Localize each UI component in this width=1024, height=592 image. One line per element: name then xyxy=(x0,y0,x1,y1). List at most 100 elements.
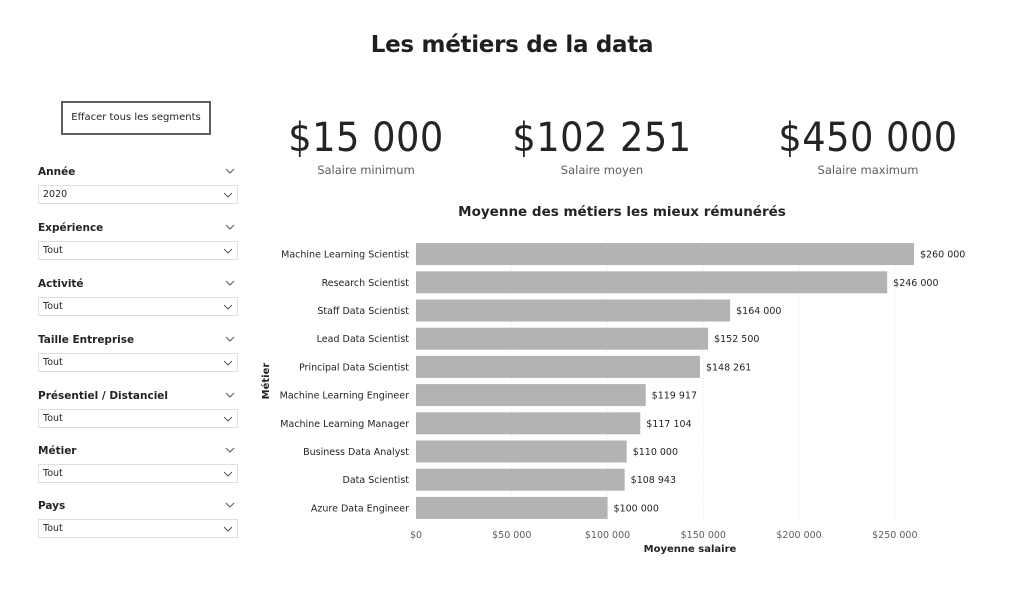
page-title: Les métiers de la data xyxy=(370,32,654,58)
category-label: Principal Data Scientist xyxy=(299,362,409,373)
category-label: Staff Data Scientist xyxy=(317,306,409,317)
chart-title: Moyenne des métiers les mieux rémunérés xyxy=(458,204,786,220)
slicer-label: Année xyxy=(38,166,76,178)
chevron-down-icon xyxy=(223,248,233,254)
bar xyxy=(416,496,608,519)
chevron-down-icon xyxy=(223,360,233,366)
x-axis-title: Moyenne salaire xyxy=(644,544,737,555)
category-label: Machine Learning Scientist xyxy=(281,250,409,261)
slicer-label: Présentiel / Distanciel xyxy=(38,390,169,402)
slicer-header[interactable]: Activité xyxy=(38,276,238,292)
bar xyxy=(416,355,700,378)
slicer-header[interactable]: Pays xyxy=(38,498,238,514)
bar xyxy=(416,412,641,435)
category-label: Lead Data Scientist xyxy=(317,334,410,345)
category-label: Machine Learning Engineer xyxy=(280,391,409,402)
data-label: $108 943 xyxy=(631,475,676,486)
chevron-down-icon xyxy=(225,168,235,174)
kpi-value: $15 000 xyxy=(288,115,444,161)
chevron-down-icon xyxy=(225,224,235,230)
bar xyxy=(416,243,914,266)
y-axis-title: Métier xyxy=(260,363,272,400)
bar xyxy=(416,468,625,491)
slicer: Présentiel / Distanciel Tout xyxy=(38,388,238,428)
chevron-down-icon xyxy=(225,336,235,342)
slicer-label: Taille Entreprise xyxy=(38,334,135,346)
kpi-label: Salaire minimum xyxy=(317,163,415,177)
slicer: Activité Tout xyxy=(38,276,238,316)
slicer-label: Métier xyxy=(38,445,77,457)
data-label: $110 000 xyxy=(633,447,678,458)
chevron-down-icon xyxy=(225,392,235,398)
kpi-label: Salaire maximum xyxy=(817,163,919,177)
bar xyxy=(416,440,627,463)
kpi-value: $450 000 xyxy=(778,115,958,161)
slicer-header[interactable]: Taille Entreprise xyxy=(38,332,238,348)
category-label: Research Scientist xyxy=(322,278,410,289)
category-label: Business Data Analyst xyxy=(303,447,409,458)
slicer-value: 2020 xyxy=(43,189,68,200)
chevron-down-icon xyxy=(225,280,235,286)
bar xyxy=(416,271,888,294)
data-label: $246 000 xyxy=(893,278,938,289)
slicer: Taille Entreprise Tout xyxy=(38,332,238,372)
slicer-value: Tout xyxy=(43,413,63,424)
slicer-dropdown[interactable]: Tout xyxy=(38,409,238,428)
x-tick-label: $0 xyxy=(410,530,422,541)
data-label: $164 000 xyxy=(736,306,781,317)
kpi-value: $102 251 xyxy=(512,115,692,161)
chevron-down-icon xyxy=(223,416,233,422)
bar-chart: $0 $50 000 $100 000 $150 000 $200 000 $250 00… xyxy=(260,240,965,555)
category-label: Azure Data Engineer xyxy=(311,503,409,514)
slicer-value: Tout xyxy=(43,245,63,256)
bar xyxy=(416,384,646,407)
category-label: Data Scientist xyxy=(343,475,410,486)
slicer: Année 2020 xyxy=(38,164,238,204)
data-label: $260 000 xyxy=(920,250,965,261)
chevron-down-icon xyxy=(223,526,233,532)
data-label: $148 261 xyxy=(706,362,751,373)
chevron-down-icon xyxy=(225,447,235,453)
slicer-value: Tout xyxy=(43,468,63,479)
x-tick-label: $150 000 xyxy=(681,530,726,541)
kpi-max-salary: $450 000 Salaire maximum xyxy=(748,114,988,177)
slicer-dropdown[interactable]: Tout xyxy=(38,297,238,316)
data-label: $119 917 xyxy=(652,391,697,402)
slicer-value: Tout xyxy=(43,357,63,368)
slicer-header[interactable]: Année xyxy=(38,164,238,180)
chevron-down-icon xyxy=(223,471,233,477)
x-tick-label: $100 000 xyxy=(585,530,630,541)
kpi-avg-salary: $102 251 Salaire moyen xyxy=(482,114,722,177)
slicer-dropdown[interactable]: Tout xyxy=(38,519,238,538)
x-tick-label: $250 000 xyxy=(872,530,917,541)
slicer-header[interactable]: Expérience xyxy=(38,220,238,236)
slicer-dropdown[interactable]: Tout xyxy=(38,241,238,260)
clear-all-slicers-button[interactable]: Effacer tous les segments xyxy=(61,101,211,135)
category-label: Machine Learning Manager xyxy=(280,419,409,430)
data-label: $152 500 xyxy=(714,334,759,345)
slicer-value: Tout xyxy=(43,301,63,312)
bar xyxy=(416,327,709,350)
slicer-label: Pays xyxy=(38,500,66,512)
slicer-header[interactable]: Présentiel / Distanciel xyxy=(38,388,238,404)
chevron-down-icon xyxy=(223,192,233,198)
data-label: $117 104 xyxy=(646,419,691,430)
chevron-down-icon xyxy=(225,502,235,508)
slicer: Expérience Tout xyxy=(38,220,238,260)
chevron-down-icon xyxy=(223,304,233,310)
x-tick-label: $200 000 xyxy=(776,530,821,541)
slicer-label: Activité xyxy=(38,278,84,290)
slicer-header[interactable]: Métier xyxy=(38,443,238,459)
slicer-value: Tout xyxy=(43,523,63,534)
kpi-min-salary: $15 000 Salaire minimum xyxy=(246,114,486,177)
slicer-dropdown[interactable]: Tout xyxy=(38,353,238,372)
slicer-dropdown[interactable]: 2020 xyxy=(38,185,238,204)
slicer-dropdown[interactable]: Tout xyxy=(38,464,238,483)
slicer: Métier Tout xyxy=(38,443,238,483)
data-label: $100 000 xyxy=(614,503,659,514)
slicer: Pays Tout xyxy=(38,498,238,538)
x-tick-label: $50 000 xyxy=(492,530,531,541)
kpi-label: Salaire moyen xyxy=(560,163,644,177)
slicer-label: Expérience xyxy=(38,222,104,234)
bar xyxy=(416,299,731,322)
